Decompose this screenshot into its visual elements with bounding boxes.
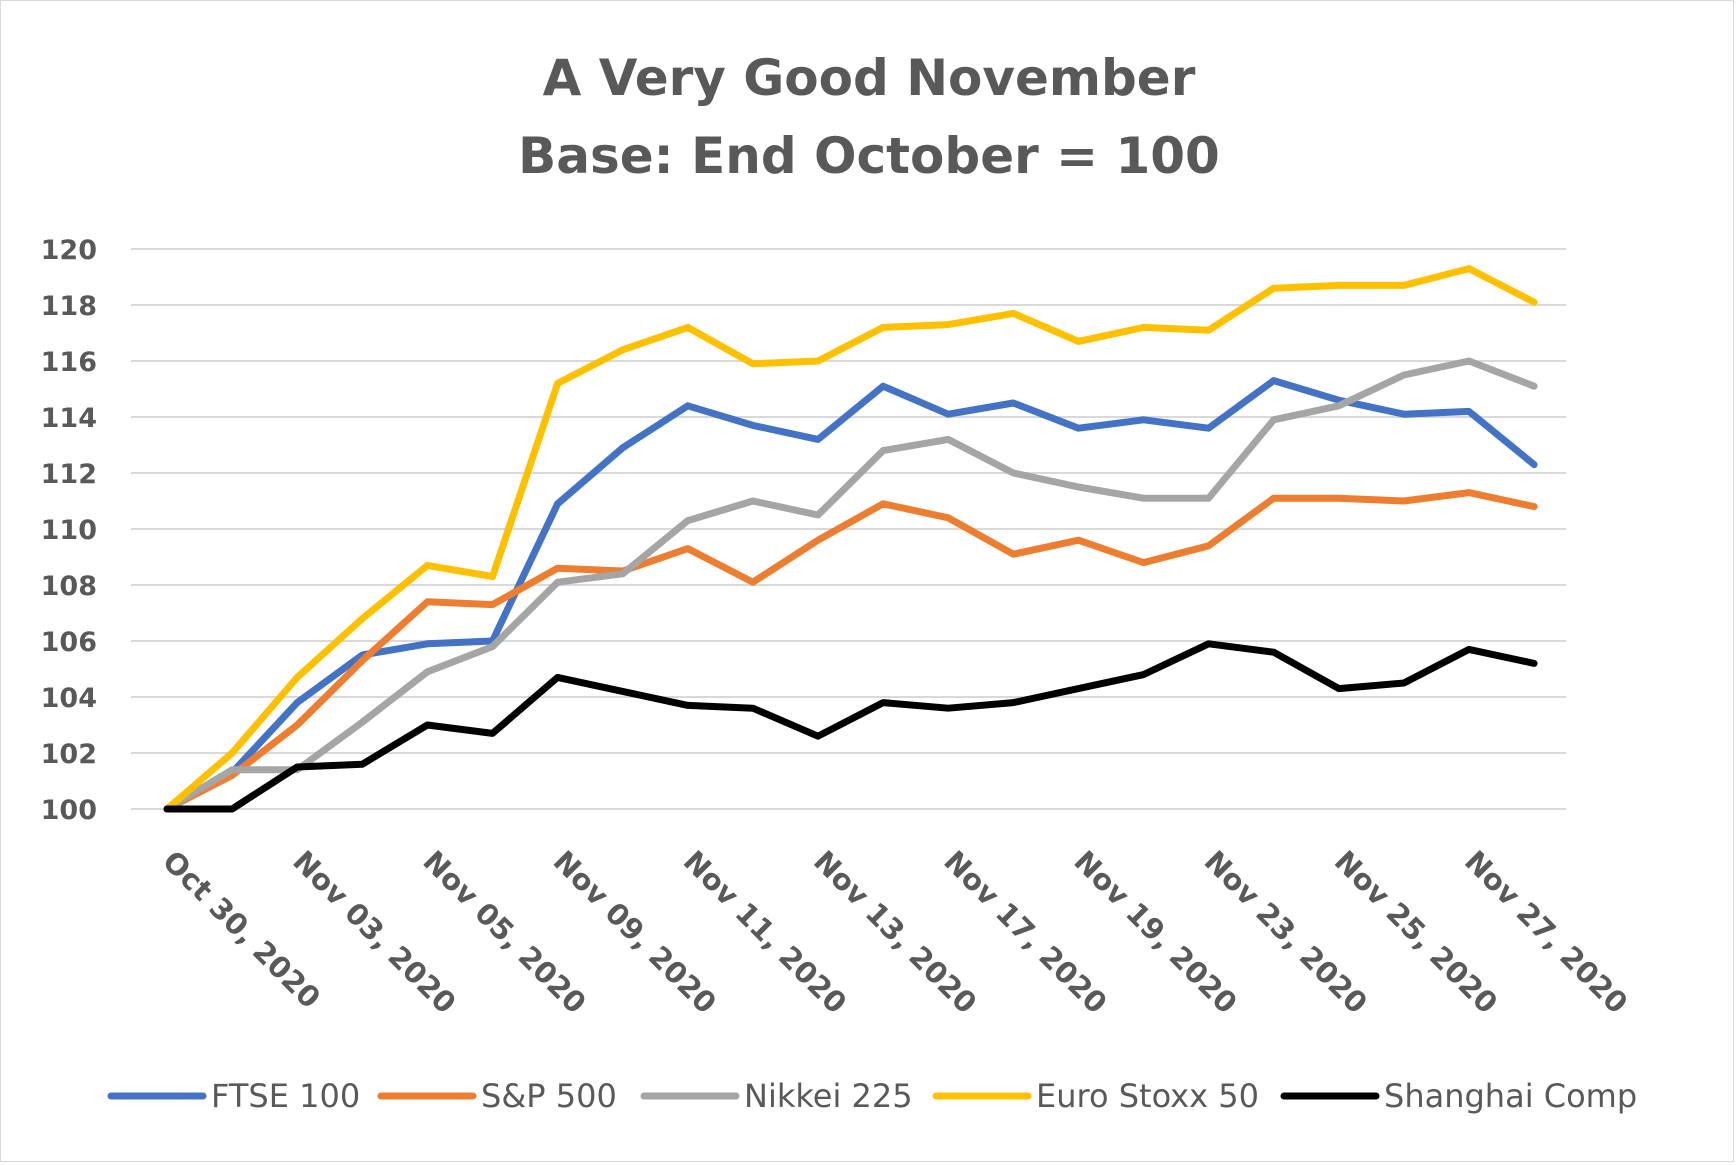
- y-tick-label: 116: [41, 347, 97, 378]
- chart-title: A Very Good November Base: End October =…: [518, 49, 1220, 185]
- chart-title-line-2: Base: End October = 100: [518, 127, 1220, 185]
- legend-label: Shanghai Comp: [1384, 1077, 1637, 1115]
- series-line-shanghai-comp: [163, 640, 1538, 813]
- chart-title-line-1: A Very Good November: [543, 49, 1196, 107]
- legend-label: S&P 500: [481, 1077, 617, 1115]
- legend-label: Nikkei 225: [744, 1077, 913, 1115]
- y-tick-label: 100: [41, 795, 97, 826]
- legend: FTSE 100 S&P 500 Nikkei 225 Euro Stoxx 50 Sh…: [107, 1077, 1637, 1115]
- legend-label: Euro Stoxx 50: [1036, 1077, 1259, 1115]
- y-tick-label: 110: [41, 515, 97, 546]
- series-lines: [163, 265, 1538, 813]
- y-tick-label: 106: [41, 627, 97, 658]
- series-line-nikkei-225: [163, 357, 1538, 813]
- series-line-euro-stoxx-50: [163, 265, 1538, 813]
- legend-label: FTSE 100: [211, 1077, 360, 1115]
- y-tick-label: 112: [41, 459, 97, 490]
- y-tick-label: 118: [41, 291, 97, 322]
- y-axis-tick-labels: 100 102 104 106 108 110 112 114 116 118 120: [41, 235, 97, 826]
- gridlines: [131, 248, 1566, 810]
- y-tick-label: 114: [41, 403, 97, 434]
- series-line-s-p-500: [163, 489, 1538, 813]
- y-tick-label: 120: [41, 235, 97, 266]
- series-line-ftse-100: [163, 377, 1538, 813]
- y-tick-label: 102: [41, 739, 97, 770]
- y-tick-label: 104: [41, 683, 97, 714]
- y-tick-label: 108: [41, 571, 97, 602]
